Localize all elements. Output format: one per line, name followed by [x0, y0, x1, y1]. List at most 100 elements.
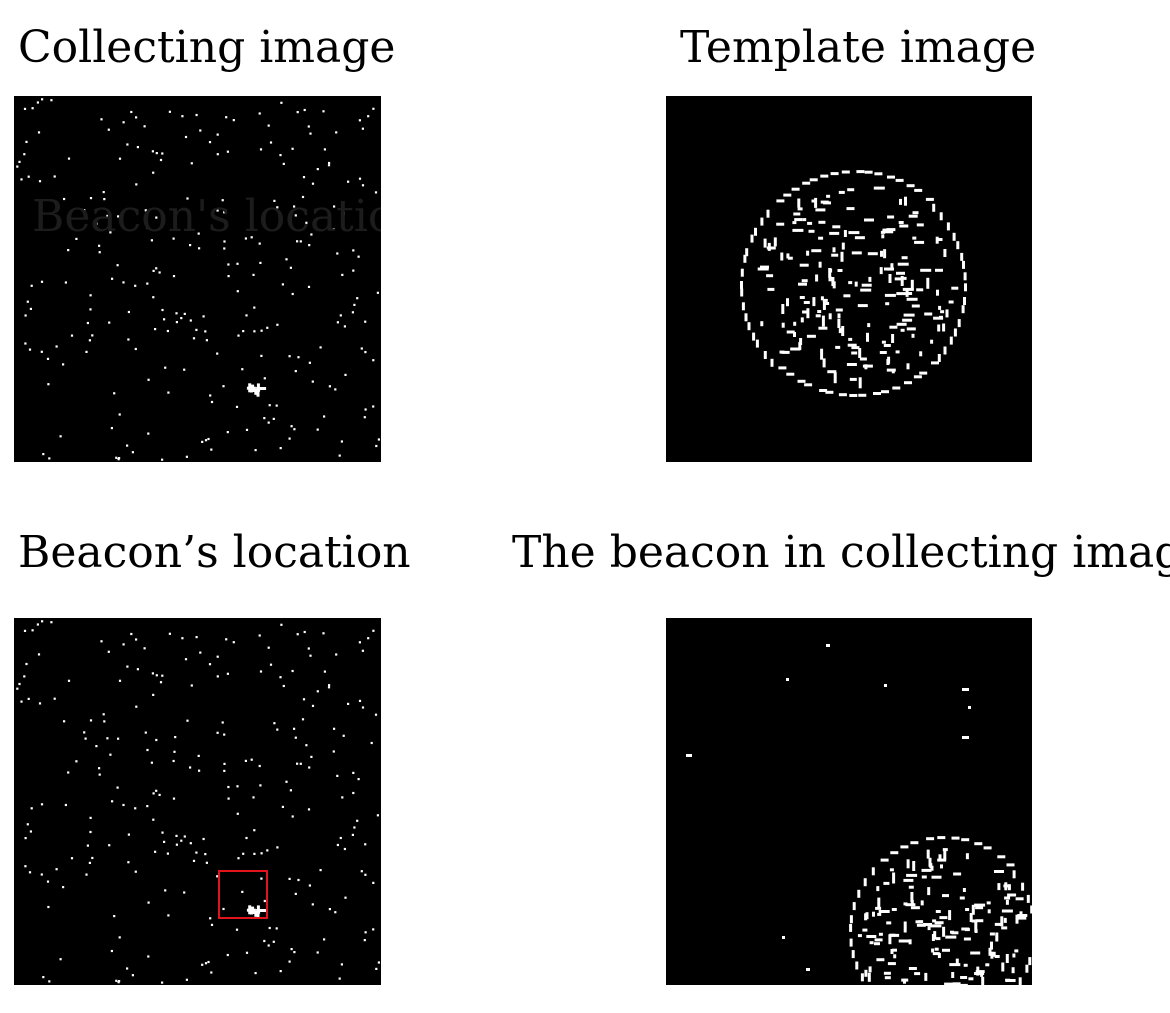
star-dot: [216, 153, 219, 156]
beacon-dot: [927, 926, 931, 931]
star-dot: [344, 896, 347, 899]
star-dot: [83, 209, 86, 212]
star-dot: [166, 329, 169, 333]
beacon-dot: [970, 951, 981, 955]
star-dot: [826, 644, 830, 647]
beacon-dot: [968, 977, 974, 981]
star-dot: [150, 239, 153, 242]
star-dot: [91, 334, 94, 337]
star-dot: [185, 455, 188, 458]
beacon-dot: [894, 277, 902, 281]
star-dot: [115, 979, 118, 982]
beacon-dot: [937, 836, 946, 840]
star-dot: [884, 684, 887, 687]
beacon-dot: [965, 853, 969, 860]
star-dot: [167, 914, 170, 917]
beacon-dot: [825, 390, 834, 394]
star-dot: [198, 247, 201, 250]
beacon-dot: [849, 394, 858, 397]
star-dot: [302, 176, 306, 179]
beacon-dot: [1021, 882, 1025, 891]
star-dot: [279, 447, 282, 450]
star-dot: [89, 816, 92, 819]
star-dot: [47, 383, 50, 386]
beacon-dot: [920, 900, 924, 906]
beacon-dot: [943, 346, 947, 355]
beacon-dot: [904, 381, 912, 385]
beacon-dot: [808, 229, 815, 233]
star-dot: [118, 157, 122, 160]
beacon-dot: [825, 302, 830, 305]
star-dot: [288, 960, 291, 963]
beacon-dot: [963, 963, 968, 967]
star-dot: [248, 383, 252, 393]
star-dot: [289, 266, 292, 269]
beacon-dot: [1012, 870, 1016, 879]
star-dot: [299, 240, 302, 243]
beacon-dot: [828, 268, 832, 278]
beacon-dot: [983, 846, 992, 850]
beacon-dot: [798, 342, 802, 351]
star-dot: [241, 368, 244, 371]
beacon-dot: [911, 333, 915, 338]
star-dot: [364, 408, 367, 411]
star-dot: [50, 99, 53, 102]
star-dot: [301, 195, 305, 199]
beacon-dot: [766, 274, 774, 278]
star-dot: [363, 939, 366, 942]
star-dot: [115, 456, 118, 459]
beacon-dot: [874, 938, 883, 942]
beacon-dot: [740, 288, 744, 297]
star-dot: [267, 944, 270, 947]
star-dot: [245, 836, 248, 840]
star-dot: [221, 721, 224, 724]
star-dot: [205, 339, 208, 342]
star-dot: [276, 728, 279, 731]
beacon-dot: [950, 930, 954, 934]
beacon-dot: [867, 972, 871, 982]
star-dot: [226, 150, 229, 153]
beacon-dot: [806, 334, 816, 338]
beacon-dot: [936, 238, 943, 241]
star-dot: [256, 905, 260, 912]
beacon-dot: [864, 170, 873, 174]
beacon-dot: [994, 955, 1000, 958]
star-dot: [276, 846, 279, 849]
beacon-dot: [859, 357, 867, 361]
beacon-dot: [886, 368, 896, 372]
star-dot: [161, 674, 164, 677]
star-dot: [20, 178, 23, 181]
star-dot: [110, 427, 113, 430]
beacon-dot: [822, 358, 826, 368]
beacon-dot: [948, 910, 952, 921]
star-dot: [107, 128, 110, 131]
star-dot: [154, 850, 157, 853]
star-dot: [336, 252, 339, 255]
star-dot: [40, 803, 44, 806]
beacon-dot: [791, 187, 800, 191]
beacon-dot: [881, 340, 886, 344]
beacon-dot: [919, 371, 928, 375]
beacon-dot: [906, 363, 910, 370]
star-dot: [356, 297, 359, 300]
beacon-dot: [943, 850, 947, 860]
beacon-dot: [755, 339, 759, 348]
star-dot: [293, 205, 296, 208]
star-dot: [263, 377, 266, 380]
star-dot: [227, 263, 230, 266]
star-dot: [260, 877, 263, 880]
star-dot: [336, 843, 339, 847]
beacon-dot: [807, 221, 813, 225]
star-dot: [175, 834, 178, 837]
star-dot: [226, 953, 229, 957]
star-dot: [150, 761, 153, 764]
star-dot: [195, 113, 198, 117]
beacon-dot: [851, 950, 855, 959]
star-dot: [161, 308, 164, 312]
star-dot: [190, 684, 193, 687]
beacon-dot: [833, 372, 837, 384]
beacon-dot: [953, 872, 962, 876]
star-dot: [62, 363, 65, 366]
beacon-dot: [864, 969, 868, 977]
star-dot: [372, 405, 375, 408]
